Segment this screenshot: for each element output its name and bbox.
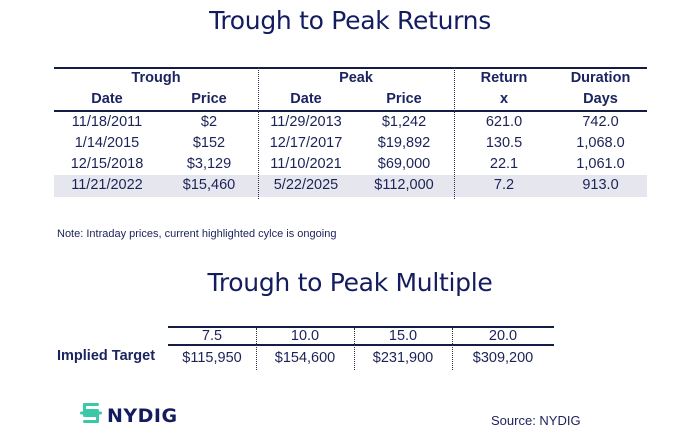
- implied-target-value: $309,200: [472, 350, 534, 366]
- returns-table-title: Trough to Peak Returns: [209, 6, 491, 35]
- column-divider: [256, 328, 257, 370]
- cell-return-x: 130.5: [485, 135, 523, 151]
- implied-target-value: $154,600: [274, 350, 336, 366]
- column-divider: [354, 328, 355, 370]
- cell-trough-price: $3,129: [186, 156, 232, 172]
- subheader-trough-price: Price: [191, 91, 227, 107]
- cell-trough-price: $2: [200, 114, 218, 130]
- cell-peak-price: $1,242: [381, 114, 427, 130]
- multiple-header: 15.0: [388, 328, 418, 344]
- table-note: Note: Intraday prices, current highlight…: [57, 228, 337, 240]
- subheader-duration-days: Days: [583, 91, 618, 107]
- multiple-header: 20.0: [488, 328, 518, 344]
- cell-duration-days: 913.0: [582, 177, 619, 193]
- cell-trough-date: 11/21/2022: [71, 177, 143, 193]
- column-divider: [454, 67, 455, 199]
- header-bottom-rule: [54, 110, 647, 112]
- highlighted-row-background: [54, 175, 647, 197]
- nydig-logo-icon: [80, 402, 102, 429]
- implied-target-value: $231,900: [372, 350, 434, 366]
- implied-target-value: $115,950: [182, 350, 242, 366]
- header-bottom-rule: [168, 344, 554, 346]
- multiple-header: 7.5: [201, 328, 223, 344]
- cell-peak-date: 5/22/2025: [273, 177, 339, 193]
- cell-return-x: 7.2: [493, 177, 515, 193]
- header-trough: Trough: [131, 70, 181, 86]
- nydig-logo-text: NYDIG: [107, 404, 178, 427]
- table-top-rule: [168, 326, 554, 328]
- cell-peak-price: $112,000: [374, 177, 434, 193]
- cell-duration-days: 1,061.0: [576, 156, 625, 172]
- column-divider: [452, 328, 453, 370]
- cell-trough-date: 1/14/2015: [74, 135, 140, 151]
- table-top-rule: [54, 67, 647, 69]
- subheader-return-x: x: [499, 91, 509, 107]
- cell-trough-price: $15,460: [182, 177, 236, 193]
- header-duration: Duration: [570, 70, 631, 86]
- header-return: Return: [480, 70, 528, 86]
- subheader-trough-date: Date: [91, 91, 123, 107]
- cell-peak-price: $69,000: [377, 156, 431, 172]
- cell-peak-price: $19,892: [377, 135, 431, 151]
- cell-duration-days: 742.0: [582, 114, 619, 130]
- cell-peak-date: 11/10/2021: [270, 156, 342, 172]
- header-peak: Peak: [339, 70, 373, 86]
- cell-peak-date: 11/29/2013: [270, 114, 342, 130]
- source-note: Source: NYDIG: [491, 413, 581, 428]
- cell-trough-date: 11/18/2011: [71, 114, 143, 130]
- cell-duration-days: 1,068.0: [576, 135, 625, 151]
- cell-return-x: 22.1: [489, 156, 519, 172]
- implied-target-label: Implied Target: [57, 348, 156, 364]
- cell-trough-date: 12/15/2018: [70, 156, 144, 172]
- multiple-table-title: Trough to Peak Multiple: [207, 268, 493, 297]
- nydig-logo: NYDIG: [80, 402, 178, 429]
- cell-peak-date: 12/17/2017: [269, 135, 343, 151]
- cell-return-x: 621.0: [485, 114, 523, 130]
- subheader-peak-date: Date: [290, 91, 322, 107]
- cell-trough-price: $152: [192, 135, 226, 151]
- subheader-peak-price: Price: [386, 91, 422, 107]
- multiple-header: 10.0: [290, 328, 320, 344]
- column-divider: [258, 67, 259, 199]
